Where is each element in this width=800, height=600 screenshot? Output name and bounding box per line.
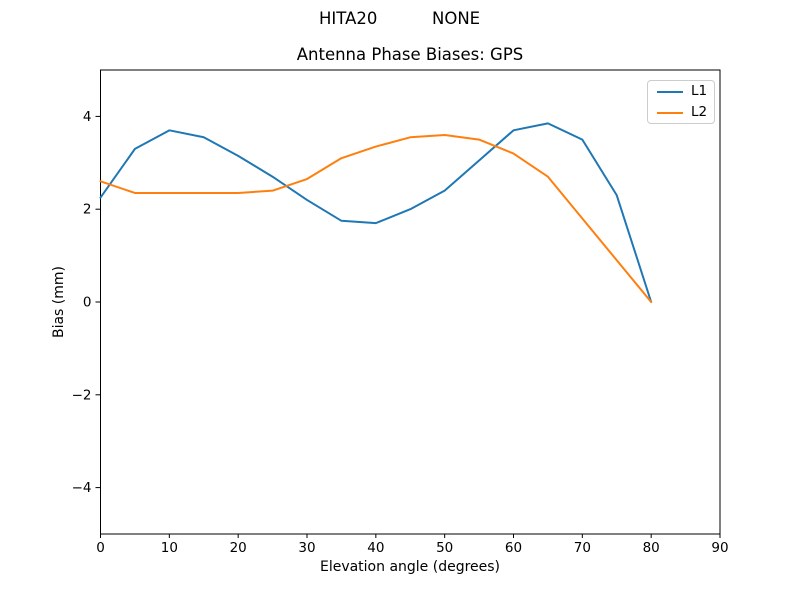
y-axis-label: Bias (mm) bbox=[51, 266, 67, 338]
x-tick-label: 90 bbox=[711, 540, 728, 556]
x-tick-label: 60 bbox=[505, 540, 522, 556]
series-line-l2 bbox=[99, 133, 653, 303]
legend: L1 L2 bbox=[647, 80, 715, 124]
x-axis-label: Elevation angle (degrees) bbox=[320, 559, 500, 575]
legend-l1-label: L1 bbox=[691, 82, 708, 99]
plot-frame bbox=[100, 69, 721, 535]
x-tick-label: 40 bbox=[367, 540, 384, 556]
x-tick-label: 50 bbox=[436, 540, 453, 556]
series-line-l1 bbox=[99, 122, 653, 303]
x-tick-label: 0 bbox=[96, 540, 105, 556]
series-lines bbox=[99, 122, 653, 303]
header-qualifier-label: NONE bbox=[432, 9, 481, 28]
header-station-label: HITA20 bbox=[319, 9, 378, 28]
y-tick-label: 2 bbox=[83, 202, 92, 218]
legend-l1-line-swatch bbox=[657, 90, 683, 93]
y-axis-ticks: −4 −2 0 2 4 bbox=[72, 109, 101, 496]
y-tick-label: 4 bbox=[83, 109, 92, 125]
x-axis-ticks: 0 10 20 30 40 50 60 70 80 90 bbox=[96, 534, 729, 556]
y-tick-label: −4 bbox=[72, 480, 92, 496]
chart-title: Antenna Phase Biases: GPS bbox=[296, 45, 524, 64]
y-tick-label: −2 bbox=[72, 387, 92, 403]
x-tick-label: 80 bbox=[643, 540, 660, 556]
x-tick-label: 30 bbox=[298, 540, 315, 556]
legend-item-l1: L1 bbox=[648, 81, 714, 102]
x-tick-label: 20 bbox=[230, 540, 247, 556]
x-tick-label: 10 bbox=[161, 540, 178, 556]
legend-l2-line-swatch bbox=[657, 111, 683, 114]
legend-item-l2: L2 bbox=[648, 102, 714, 123]
y-tick-label: 0 bbox=[83, 295, 92, 311]
legend-l2-label: L2 bbox=[691, 103, 708, 120]
x-tick-label: 70 bbox=[574, 540, 591, 556]
